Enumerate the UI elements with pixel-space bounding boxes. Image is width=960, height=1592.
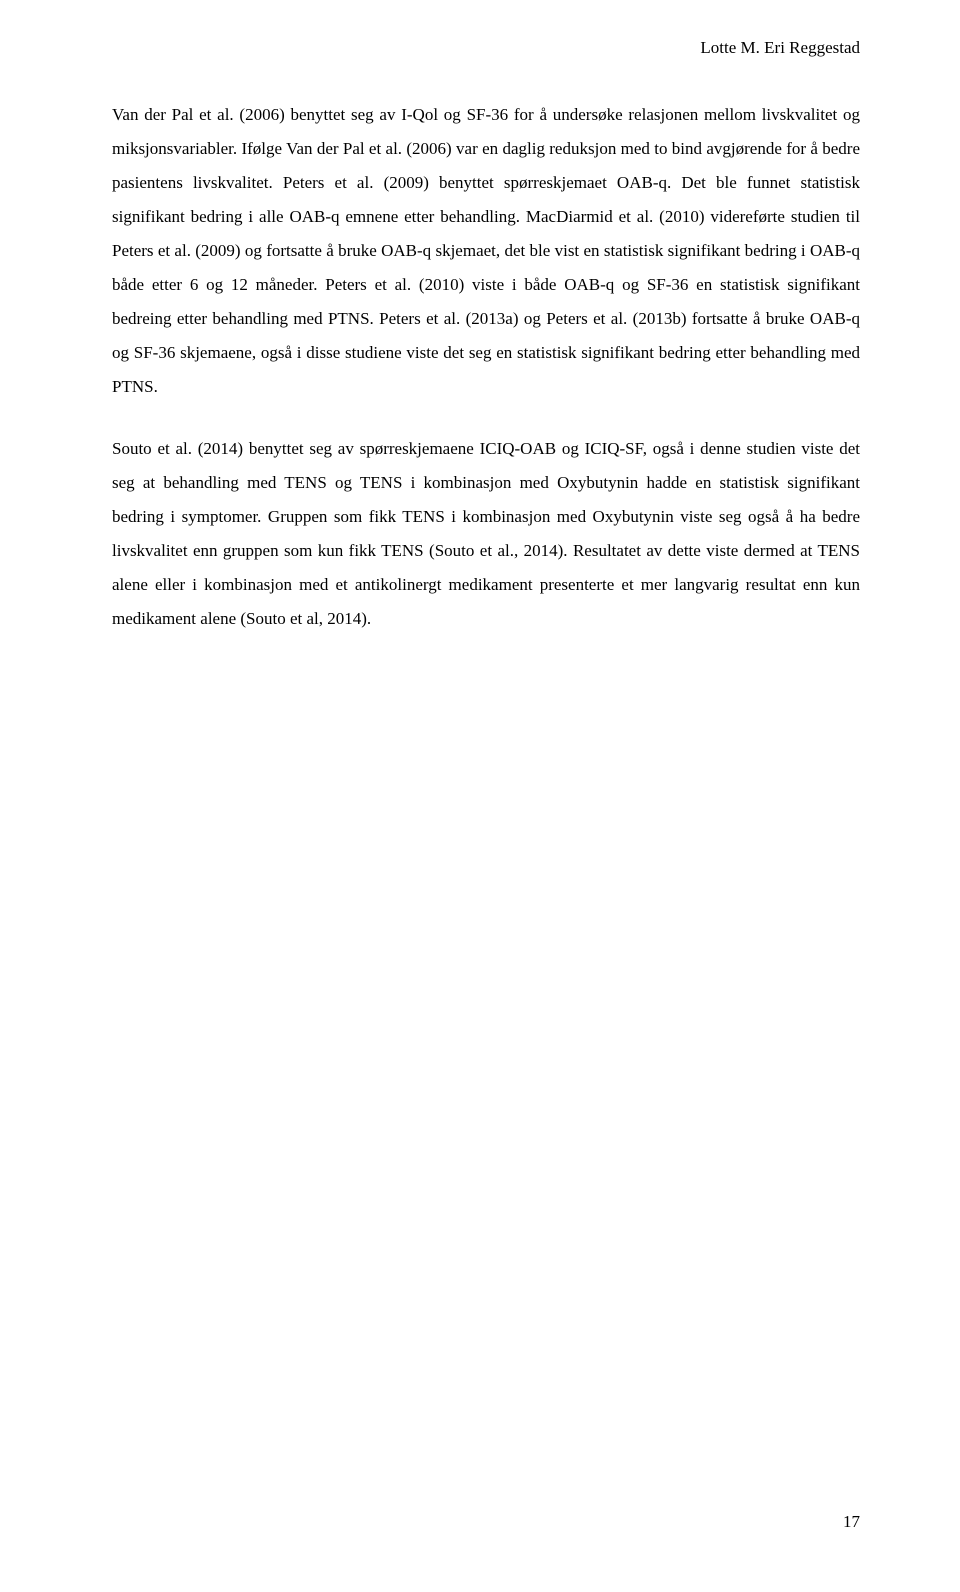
body-text-container: Van der Pal et al. (2006) benyttet seg a… [112,98,860,636]
header-author-name: Lotte M. Eri Reggestad [112,38,860,58]
document-page: Lotte M. Eri Reggestad Van der Pal et al… [0,0,960,1592]
paragraph-2: Souto et al. (2014) benyttet seg av spør… [112,432,860,636]
paragraph-1: Van der Pal et al. (2006) benyttet seg a… [112,98,860,404]
page-number: 17 [843,1512,860,1532]
